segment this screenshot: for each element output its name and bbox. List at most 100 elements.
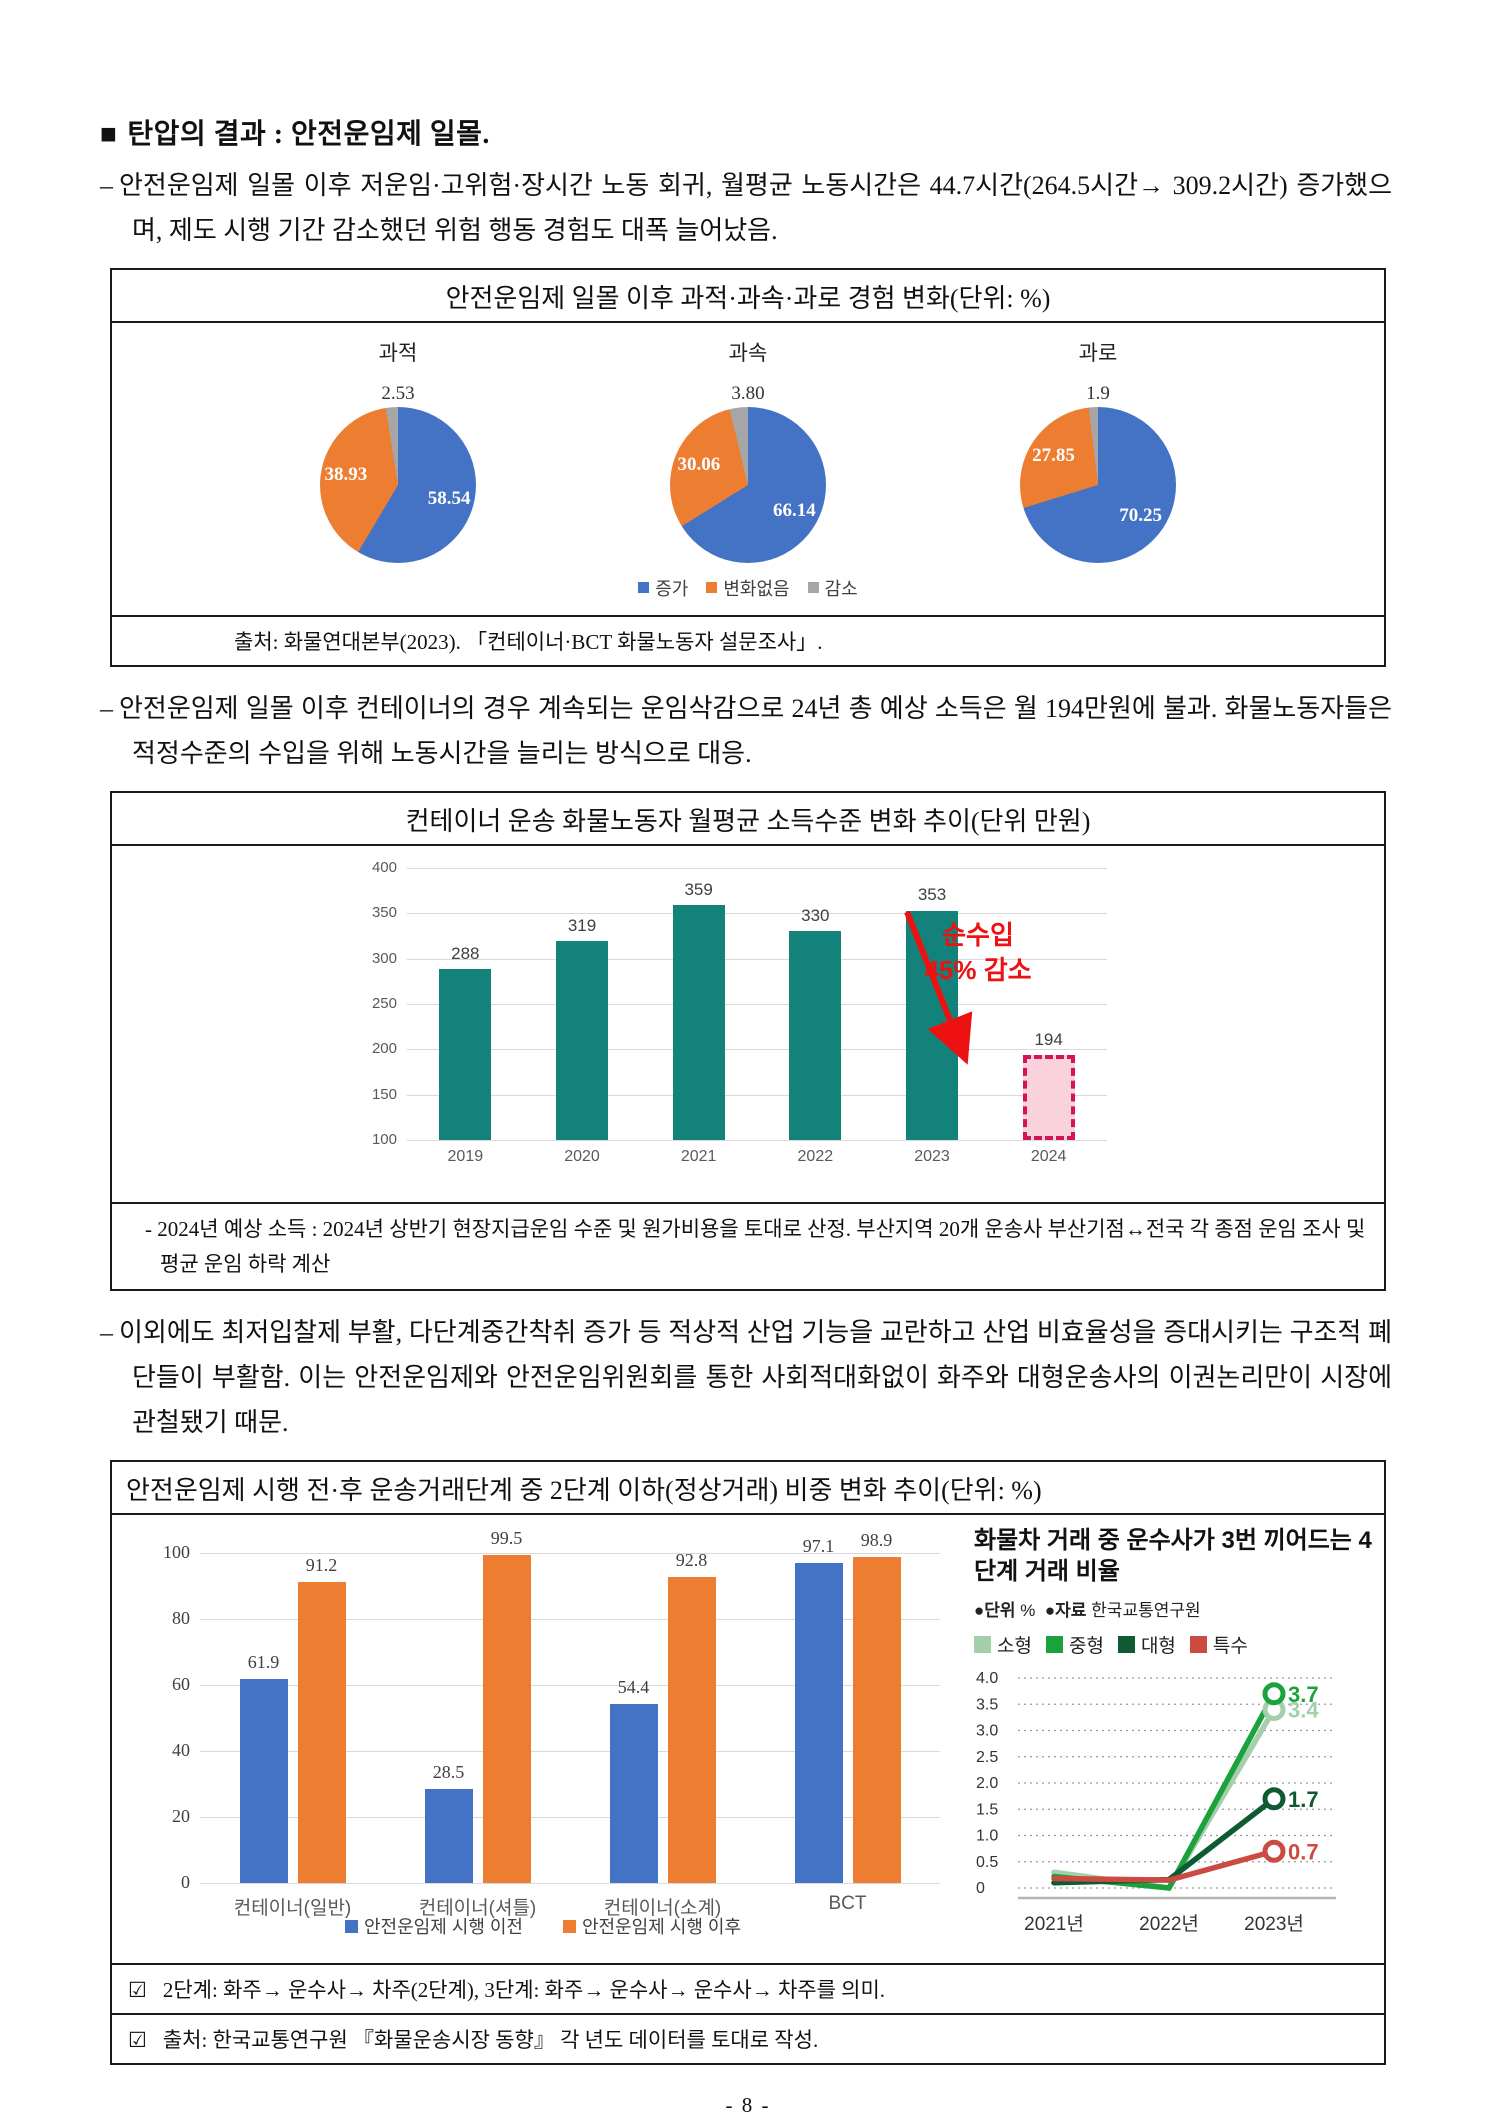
- legend-item: 대형: [1117, 1631, 1176, 1658]
- legend-item: 안전운임제 시행 이후: [563, 1913, 741, 1939]
- line-series: [1051, 1848, 1277, 1884]
- y-axis-tick: 40: [172, 1740, 190, 1761]
- bar-value-label: 99.5: [490, 1527, 523, 1548]
- income-plot-area: 400 350 300 250 200 150 100 288 2019 319 2020 359 20…: [372, 859, 1107, 1165]
- legend-label: 증가: [655, 578, 689, 599]
- bar-value-label: 91.2: [305, 1555, 338, 1576]
- pie-chart: 과로 1.9 70.25 27.85: [983, 337, 1213, 563]
- svg-text:3.4: 3.4: [1288, 1698, 1319, 1723]
- y-axis-tick: 20: [172, 1806, 190, 1827]
- y-axis-tick: 400: [371, 858, 397, 876]
- line-end-marker: [1262, 1682, 1286, 1706]
- paragraph-3: – 이외에도 최저입찰제 부활, 다단계중간착취 증가 등 적상적 산업 기능을 …: [100, 1318, 1392, 1438]
- checkbox-icon: ☑: [128, 2028, 147, 2053]
- transaction-chart-box: 안전운임제 시행 전·후 운송거래단계 중 2단계 이하(정상거래) 비중 변화…: [110, 1460, 1386, 2066]
- page-number: - 8 -: [725, 2093, 771, 2118]
- x-axis-label: 2022: [797, 1147, 834, 1165]
- legend-swatch-icon: [1117, 1636, 1135, 1654]
- y-axis-tick: 60: [172, 1674, 190, 1695]
- legend-item: 증가: [638, 575, 688, 601]
- x-axis-label: 컨테이너(셔틀): [418, 1898, 537, 1920]
- bar-value-label: 97.1: [802, 1535, 835, 1556]
- gridline: [200, 1751, 940, 1753]
- legend-label: 안전운임제 시행 이전: [363, 1917, 523, 1938]
- transaction-chart-title: 안전운임제 시행 전·후 운송거래단계 중 2단계 이하(정상거래) 비중 변화…: [112, 1462, 1384, 1516]
- y-axis-tick: 150: [371, 1085, 397, 1103]
- line-chart: 4.0 3.5 3.0 2.5 2.0 1.5 1.0 0.5 0 3.4 3.7 1.7 0.7 202…: [974, 1668, 1376, 1945]
- svg-text:2.5: 2.5: [976, 1749, 998, 1766]
- legend-swatch-icon: [706, 582, 718, 594]
- bar-value-label: 92.8: [675, 1549, 708, 1570]
- svg-text:3.7: 3.7: [1288, 1682, 1319, 1707]
- x-axis-label: 2024: [1030, 1147, 1067, 1165]
- income-chart-footnote: - 2024년 예상 소득 : 2024년 상반기 현장지급운임 수준 및 원가…: [112, 1201, 1384, 1289]
- transaction-footnote-2: ☑ 출처: 한국교통연구원 『화물운송시장 동향』 각 년도 데이터를 토대로 …: [112, 2013, 1384, 2063]
- grouped-bar-plot-area: 100 80 60 40 20 0 61.9 91.2 컨테이너(일반) 28.5 99.5 컨테이너…: [163, 1528, 940, 1919]
- svg-text:1.5: 1.5: [976, 1802, 998, 1819]
- pie-chart: 과속 3.80 66.14 30.06: [633, 337, 863, 563]
- transaction-footnote-1: ☑ 2단계: 화주→ 운수사→ 차주(2단계), 3단계: 화주→ 운수사→ 운…: [112, 1963, 1384, 2013]
- legend-item: 감소: [807, 575, 858, 601]
- svg-text:2.0: 2.0: [976, 1775, 998, 1792]
- bar-value-label: 319: [567, 916, 597, 936]
- pie-decrease-value: 1.9: [1086, 382, 1110, 404]
- legend-item: 특수: [1189, 1631, 1248, 1658]
- pie-graphic: 70.25 27.85: [1020, 406, 1176, 563]
- gridline: [407, 1003, 1107, 1005]
- svg-text:0.5: 0.5: [976, 1854, 998, 1871]
- bar: [667, 1576, 716, 1884]
- income-chart-title: 컨테이너 운송 화물노동자 월평균 소득수준 변화 추이(단위 만원): [112, 793, 1384, 846]
- pie-graphic: 58.54 38.93: [320, 406, 476, 563]
- income-bar-chart: 400 350 300 250 200 150 100 288 2019 319 2020 359 20…: [112, 846, 1384, 1202]
- legend-item: 안전운임제 시행 이전: [344, 1913, 523, 1939]
- legend-item: 변화없음: [706, 575, 790, 601]
- bar-value-label: 98.9: [860, 1529, 893, 1550]
- gridline: [200, 1619, 940, 1621]
- svg-text:0.7: 0.7: [1288, 1840, 1319, 1865]
- legend-item: 소형: [974, 1631, 1032, 1658]
- y-axis-tick: 100: [163, 1542, 190, 1563]
- x-axis-label: 2021: [680, 1147, 717, 1165]
- bar-value-label: 28.5: [432, 1762, 465, 1782]
- svg-text:3.0: 3.0: [976, 1723, 998, 1740]
- bar: [424, 1789, 473, 1884]
- pie-category-label: 과로: [1078, 340, 1118, 365]
- svg-text:2022년: 2022년: [1139, 1913, 1199, 1935]
- legend-label: 안전운임제 시행 이후: [582, 1917, 742, 1938]
- bar-value-label: 61.9: [247, 1651, 280, 1672]
- bar: [852, 1556, 901, 1884]
- pie-segment-value: 30.06: [677, 453, 721, 475]
- gridline: [407, 958, 1107, 960]
- gridline: [200, 1883, 940, 1885]
- gridline: [200, 1817, 940, 1819]
- bar-value-label: 330: [801, 906, 830, 926]
- gridline: [407, 1049, 1107, 1051]
- gridline: [407, 867, 1107, 869]
- x-axis-label: 2023: [914, 1147, 950, 1165]
- bar-value-label: 288: [451, 944, 480, 964]
- bar: [556, 941, 608, 1140]
- y-axis-tick: 250: [371, 994, 397, 1012]
- y-axis-tick: 300: [371, 949, 397, 967]
- bar: [794, 1562, 843, 1884]
- line-series: [1051, 1796, 1277, 1886]
- line-end-marker: [1262, 1787, 1286, 1811]
- grouped-bar-legend: 안전운임제 시행 이전 안전운임제 시행 이후: [128, 1913, 958, 1939]
- pie-category-label: 과적: [378, 340, 418, 365]
- bar: [297, 1582, 346, 1884]
- bar: [672, 905, 725, 1140]
- pie-segment-value: 27.85: [1032, 445, 1075, 467]
- x-axis-label: 컨테이너(소계): [603, 1898, 722, 1920]
- pie-chart-source: 출처: 화물연대본부(2023). 「컨테이너·BCT 화물노동자 설문조사」.: [112, 614, 1384, 665]
- pie-chart: 과적 2.53 58.54 38.93: [283, 337, 513, 563]
- svg-text:4.0: 4.0: [976, 1670, 998, 1687]
- bar-value-label: 353: [917, 885, 947, 905]
- legend-label: 중형: [1068, 1636, 1104, 1658]
- pie-legend: 증가 변화없음 감소: [112, 563, 1384, 615]
- pie-segment-value: 38.93: [324, 463, 368, 485]
- svg-text:3.5: 3.5: [976, 1697, 998, 1714]
- svg-text:0: 0: [976, 1880, 985, 1897]
- paragraph-2: – 안전운임제 일몰 이후 컨테이너의 경우 계속되는 운임삭감으로 24년 총 …: [100, 693, 1392, 768]
- y-axis-tick: 80: [172, 1608, 190, 1629]
